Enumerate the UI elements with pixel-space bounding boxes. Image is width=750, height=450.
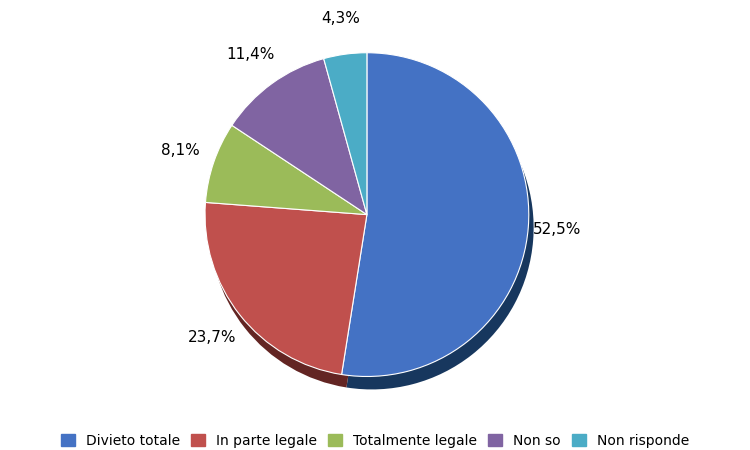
- Wedge shape: [328, 66, 372, 228]
- Wedge shape: [341, 53, 529, 377]
- Legend: Divieto totale, In parte legale, Totalmente legale, Non so, Non risponde: Divieto totale, In parte legale, Totalme…: [56, 429, 694, 450]
- Wedge shape: [206, 125, 367, 215]
- Wedge shape: [237, 72, 372, 228]
- Wedge shape: [232, 58, 367, 215]
- Text: 4,3%: 4,3%: [321, 11, 360, 27]
- Wedge shape: [346, 66, 534, 389]
- Wedge shape: [205, 202, 367, 374]
- Wedge shape: [210, 216, 372, 387]
- Text: 8,1%: 8,1%: [160, 143, 200, 158]
- Text: 52,5%: 52,5%: [533, 222, 581, 237]
- Wedge shape: [210, 138, 372, 228]
- Text: 11,4%: 11,4%: [226, 47, 275, 63]
- Wedge shape: [324, 53, 367, 215]
- Text: 23,7%: 23,7%: [188, 329, 236, 345]
